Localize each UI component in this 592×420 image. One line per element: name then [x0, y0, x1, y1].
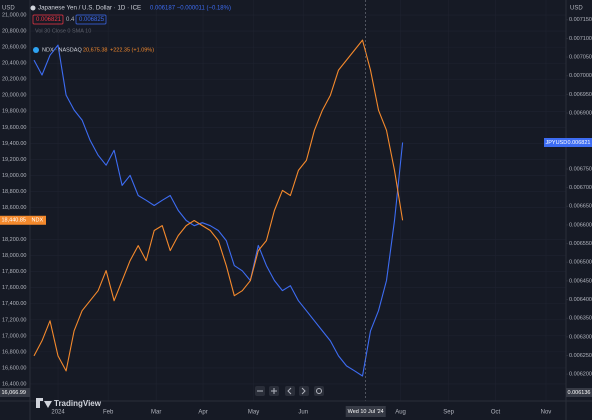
buy-button[interactable] [75, 14, 107, 25]
series-name-box [544, 137, 566, 147]
series-line [33, 44, 404, 377]
y-tick-label: 20,600.00 [2, 45, 26, 51]
right-unit: USD [570, 6, 583, 12]
y-tick-label: 18,800.00 [2, 189, 26, 195]
x-tick-label: Sep [443, 410, 454, 416]
y-tick-label: 18,000.00 [2, 253, 26, 259]
y-tick-label: 19,800.00 [2, 109, 26, 115]
symbol-change: 0.006187 −0.000011 (−0.18%) [150, 6, 231, 12]
crosshair-label-box [345, 406, 386, 417]
y-tick-label: 17,800.00 [2, 269, 26, 275]
sell-price: 0.006821 [36, 17, 62, 23]
indicator-legend: Vol 30 Close 0 SMA 10 [35, 28, 91, 34]
series-name-box [30, 215, 46, 225]
y2-tick-label: 0.006250 [569, 353, 592, 359]
compare-change: +222.35 (+1.09%) [110, 47, 154, 53]
y-tick-label: 18,200.00 [2, 237, 26, 243]
crosshair-y2-box [566, 388, 592, 397]
compare-symbol: NDX · NASDAQ [42, 47, 82, 53]
scroll-left-icon [287, 387, 292, 395]
scroll-left-button[interactable] [285, 386, 295, 396]
y2-tick-label: 0.006200 [569, 372, 592, 378]
y-tick-label: 16,800.00 [2, 349, 26, 355]
scroll-right-icon [301, 387, 306, 395]
y2-tick-label: 0.006500 [569, 260, 592, 266]
y2-tick-label: 0.006950 [569, 92, 592, 98]
y-tick-label: 19,000.00 [2, 173, 26, 179]
x-tick-label: Mar [151, 410, 161, 416]
y2-tick-label: 0.006750 [569, 166, 592, 172]
y-tick-label: 20,800.00 [2, 29, 26, 35]
toolbar [255, 386, 324, 396]
zoom-in-icon [271, 388, 277, 394]
spread: 0.4 [66, 17, 75, 23]
y2-tick-label: 0.007000 [569, 73, 592, 79]
reset-icon [316, 388, 322, 394]
y-tick-label: 18,600.00 [2, 205, 26, 211]
y-tick-label: 17,000.00 [2, 333, 26, 339]
compare-price: 20,675.38 [83, 47, 107, 53]
reset-button[interactable] [314, 386, 324, 396]
y-tick-label: 17,200.00 [2, 317, 26, 323]
axes: 16,400.00 16,600.00 16,800.00 17,000.00 17,2… [0, 12, 592, 417]
y-tick-label: 16,600.00 [2, 365, 26, 371]
x-tick-label: Feb [103, 410, 114, 416]
y2-tick-label: 0.006350 [569, 316, 592, 322]
symbol-title: Japanese Yen / U.S. Dollar · 1D · ICE [38, 5, 141, 12]
price-tag-box [0, 215, 30, 225]
x-tick-label: 2024 [51, 410, 65, 416]
x-tick-label: Aug [395, 410, 406, 416]
series-name: NDX [32, 218, 44, 224]
symbol-icon [30, 5, 36, 11]
x-tick-label: Apr [198, 410, 207, 416]
y2-tick-label: 0.006700 [569, 185, 592, 191]
x-tick-label: Jun [298, 410, 308, 416]
sell-button[interactable] [32, 14, 64, 25]
compare-icon [33, 47, 39, 53]
y-tick-label: 17,400.00 [2, 301, 26, 307]
y2-tick-label: 0.007100 [569, 36, 592, 42]
x-tick-label: Oct [491, 410, 501, 416]
crosshair-label: Wed 10 Jul '24 [348, 409, 384, 415]
y-tick-label: 16,400.00 [2, 381, 26, 387]
scroll-right-button[interactable] [299, 386, 309, 396]
logo-text: TradingView [54, 399, 102, 408]
y2-tick-label: 0.006450 [569, 278, 592, 284]
y2-tick-label: 0.006550 [569, 241, 592, 247]
y2-tick-label: 0.006600 [569, 222, 592, 228]
x-tick-label: May [248, 410, 259, 416]
left-unit: USD [2, 6, 15, 12]
price-tag-box [566, 137, 592, 147]
y-tick-label: 19,200.00 [2, 157, 26, 163]
y-tick-label: 20,200.00 [2, 77, 26, 83]
y-tick-label: 19,600.00 [2, 125, 26, 131]
y2-tick-label: 0.006900 [569, 110, 592, 116]
y-tick-label: 20,000.00 [2, 93, 26, 99]
plot [33, 0, 404, 401]
y2-tick-label: 0.006650 [569, 204, 592, 210]
buy-price: 0.006825 [79, 17, 105, 23]
crosshair-y2-label: 0.006136 [568, 390, 591, 396]
y-tick-label: 21,000.00 [2, 12, 26, 18]
y-tick-label: 17,600.00 [2, 285, 26, 291]
y2-tick-label: 0.007050 [569, 55, 592, 61]
y-tick-label: 20,400.00 [2, 61, 26, 67]
price-tag-value: 0.006821 [568, 140, 591, 146]
grid [30, 0, 566, 401]
y2-tick-label: 0.007150 [569, 17, 592, 23]
crosshair-y-box [0, 388, 30, 397]
series-line [33, 39, 404, 372]
price-tag: 18,440.85 NDX [0, 215, 46, 225]
logo-icon [36, 398, 52, 408]
y-tick-label: 19,400.00 [2, 141, 26, 147]
y2-tick-label: 0.006400 [569, 297, 592, 303]
series-name: JPYUSD [546, 140, 568, 146]
price-tag-value: 18,440.85 [2, 218, 26, 224]
crosshair-y-label: 16,066.99 [2, 390, 26, 396]
y2-tick-label: 0.006300 [569, 334, 592, 340]
x-tick-label: Nov [541, 410, 552, 416]
